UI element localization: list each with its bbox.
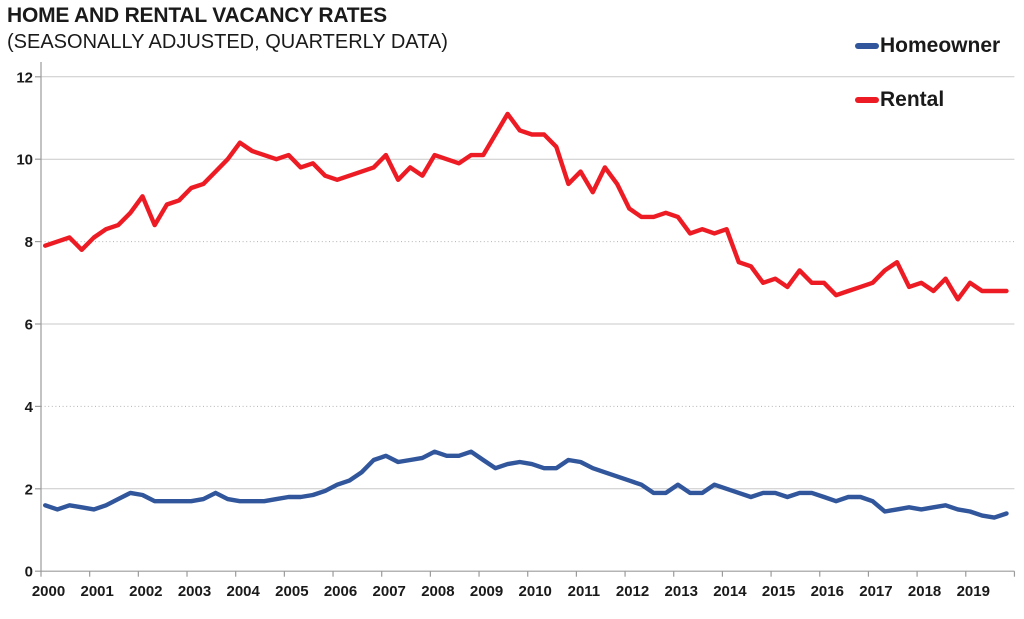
homeowner-line bbox=[43, 449, 1009, 520]
x-tick-label-2004: 2004 bbox=[227, 583, 261, 600]
x-tick-label-2013: 2013 bbox=[665, 583, 698, 600]
y-tick-label-4: 4 bbox=[25, 399, 34, 416]
y-tick-label-0: 0 bbox=[25, 564, 33, 581]
x-tick-label-2009: 2009 bbox=[470, 583, 503, 600]
x-tick-label-2000: 2000 bbox=[32, 583, 65, 600]
x-tick-label-2001: 2001 bbox=[80, 583, 113, 600]
chart-title: HOME AND RENTAL VACANCY RATES bbox=[7, 4, 387, 27]
x-tick-label-2010: 2010 bbox=[519, 583, 552, 600]
legend-item-homeowner: Homeowner bbox=[855, 34, 1000, 58]
x-tick-label-2005: 2005 bbox=[275, 583, 308, 600]
x-tick-label-2011: 2011 bbox=[568, 583, 601, 600]
x-tick-label-2003: 2003 bbox=[178, 583, 211, 600]
y-tick-label-12: 12 bbox=[16, 69, 33, 86]
x-tick-label-2015: 2015 bbox=[762, 583, 795, 600]
legend-label-homeowner: Homeowner bbox=[880, 34, 1001, 57]
homeowner-line-swatch-icon bbox=[855, 43, 879, 49]
legend-label-rental: Rental bbox=[880, 88, 945, 111]
y-tick-label-10: 10 bbox=[16, 152, 33, 169]
x-tick-label-2014: 2014 bbox=[713, 583, 747, 600]
y-tick-label-2: 2 bbox=[25, 481, 33, 498]
rental-line bbox=[43, 111, 1009, 302]
x-tick-label-2007: 2007 bbox=[373, 583, 406, 600]
x-tick-label-2006: 2006 bbox=[324, 583, 357, 600]
x-tick-label-2008: 2008 bbox=[421, 583, 454, 600]
x-tick-label-2016: 2016 bbox=[811, 583, 844, 600]
x-tick-label-2002: 2002 bbox=[129, 583, 162, 600]
y-tick-label-8: 8 bbox=[25, 234, 33, 251]
chart-subtitle: (SEASONALLY ADJUSTED, QUARTERLY DATA) bbox=[7, 31, 448, 53]
x-tick-label-2012: 2012 bbox=[616, 583, 649, 600]
x-tick-label-2019: 2019 bbox=[957, 583, 990, 600]
x-tick-label-2017: 2017 bbox=[859, 583, 892, 600]
rental-line-swatch-icon bbox=[855, 97, 879, 103]
x-tick-label-2018: 2018 bbox=[908, 583, 941, 600]
legend-item-rental: Rental bbox=[855, 88, 944, 112]
y-tick-label-6: 6 bbox=[25, 317, 33, 334]
